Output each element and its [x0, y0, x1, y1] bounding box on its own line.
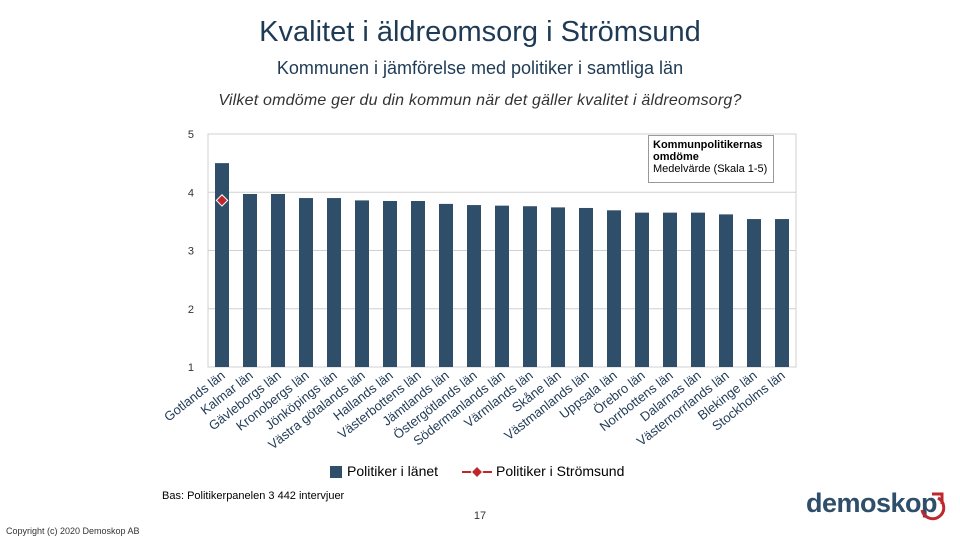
note-scale: Medelvärde (Skala 1-5)	[653, 163, 768, 175]
bar	[579, 207, 593, 367]
bar	[271, 193, 285, 367]
y-tick-label: 4	[188, 187, 194, 199]
page-subtitle: Kommunen i jämförelse med politiker i sa…	[276, 58, 684, 78]
bar	[299, 198, 313, 367]
bar	[523, 206, 537, 367]
bar	[719, 214, 733, 367]
bar	[775, 219, 789, 367]
note-title: Kommunpolitikernas omdöme	[653, 139, 763, 163]
legend-item-stromsund: Politiker i Strömsund	[496, 463, 625, 479]
bar	[467, 205, 481, 367]
y-tick-label: 3	[188, 246, 194, 258]
y-tick-label: 2	[188, 304, 194, 316]
bar	[439, 203, 453, 367]
bar	[243, 193, 257, 367]
y-tick-label: 5	[188, 129, 194, 141]
legend-bar-swatch	[330, 466, 342, 478]
legend-marker-swatch	[462, 465, 492, 479]
logo-arrow-icon	[920, 492, 946, 521]
logo-text: demoskop	[806, 488, 938, 518]
demoskop-logo: demoskop	[806, 488, 946, 528]
stromsund-marker	[215, 194, 229, 207]
y-tick-label: 1	[188, 362, 194, 374]
bar	[215, 163, 229, 367]
bar	[663, 212, 677, 367]
chart-legend: Politiker i länet Politiker i Strömsund	[0, 462, 960, 482]
bar	[355, 200, 369, 367]
legend-item-county: Politiker i länet	[347, 463, 439, 479]
page-title: Kvalitet i äldreomsorg i Strömsund	[259, 16, 701, 48]
bar	[411, 200, 425, 367]
survey-question: Vilket omdöme ger du din kommun när det …	[218, 92, 742, 109]
bar	[607, 210, 621, 367]
bar	[551, 207, 565, 367]
copyright: Copyright (c) 2020 Demoskop AB	[6, 526, 140, 536]
bar	[635, 212, 649, 367]
bar	[383, 200, 397, 367]
bar	[691, 212, 705, 367]
source-note: Bas: Politikerpanelen 3 442 intervjuer	[162, 490, 345, 502]
page-number: 17	[473, 510, 487, 522]
chart-note-box: Kommunpolitikernas omdöme Medelvärde (Sk…	[648, 135, 774, 183]
bar	[327, 198, 341, 367]
bar	[495, 205, 509, 367]
bar	[747, 219, 761, 367]
